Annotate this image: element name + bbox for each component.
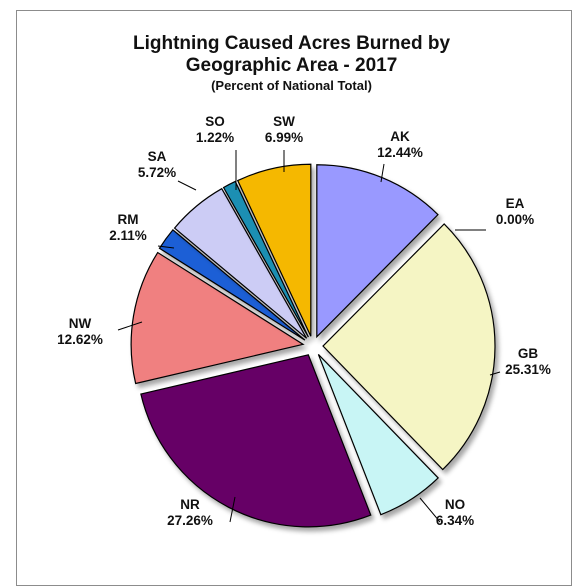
leader-line-rm — [157, 245, 175, 249]
pie-slice-sw — [236, 163, 312, 337]
slice-label-ak: AK — [390, 129, 410, 144]
slice-label-gb: GB — [518, 346, 539, 361]
slice-value-ak: 12.44% — [377, 145, 423, 160]
pie-slice-ak — [316, 164, 439, 339]
slice-value-no: 6.34% — [436, 513, 474, 528]
slice-value-sw: 6.99% — [265, 130, 303, 145]
slice-label-nr: NR — [180, 497, 200, 512]
slice-value-gb: 25.31% — [505, 362, 551, 377]
chart-title: Lightning Caused Acres Burned by — [132, 33, 451, 54]
slice-value-ea: 0.00% — [496, 212, 534, 227]
slice-label-rm: RM — [118, 212, 139, 227]
slice-label-so: SO — [205, 114, 225, 129]
slice-label-sw: SW — [273, 114, 295, 129]
chart-title-line2: Geographic Area - 2017 — [185, 55, 398, 76]
pie-slice-gb — [322, 223, 496, 471]
slice-value-so: 1.22% — [196, 130, 234, 145]
pie-slice-so — [222, 180, 309, 338]
leader-line-ak — [380, 163, 385, 183]
slice-value-nr: 27.26% — [167, 513, 213, 528]
leader-line-gb — [489, 371, 501, 376]
pie-slice-no — [317, 353, 439, 516]
slice-value-sa: 5.72% — [138, 165, 176, 180]
pie-slice-nr — [140, 354, 372, 528]
slice-label-ea: EA — [506, 196, 525, 211]
chart-subtitle: (Percent of National Total) — [211, 78, 372, 93]
leader-line-nw — [117, 321, 143, 331]
pie-slice-nw — [130, 251, 305, 385]
slice-label-sa: SA — [148, 149, 167, 164]
leader-line-no — [419, 497, 441, 523]
pie-slice-sa — [173, 187, 308, 339]
slice-value-rm: 2.11% — [109, 228, 147, 243]
slice-label-nw: NW — [69, 316, 92, 331]
slice-value-nw: 12.62% — [57, 332, 103, 347]
slice-label-no: NO — [445, 497, 465, 512]
leader-line-nr — [229, 496, 236, 523]
leader-line-sa — [177, 180, 197, 191]
pie-slice-rm — [158, 229, 306, 341]
